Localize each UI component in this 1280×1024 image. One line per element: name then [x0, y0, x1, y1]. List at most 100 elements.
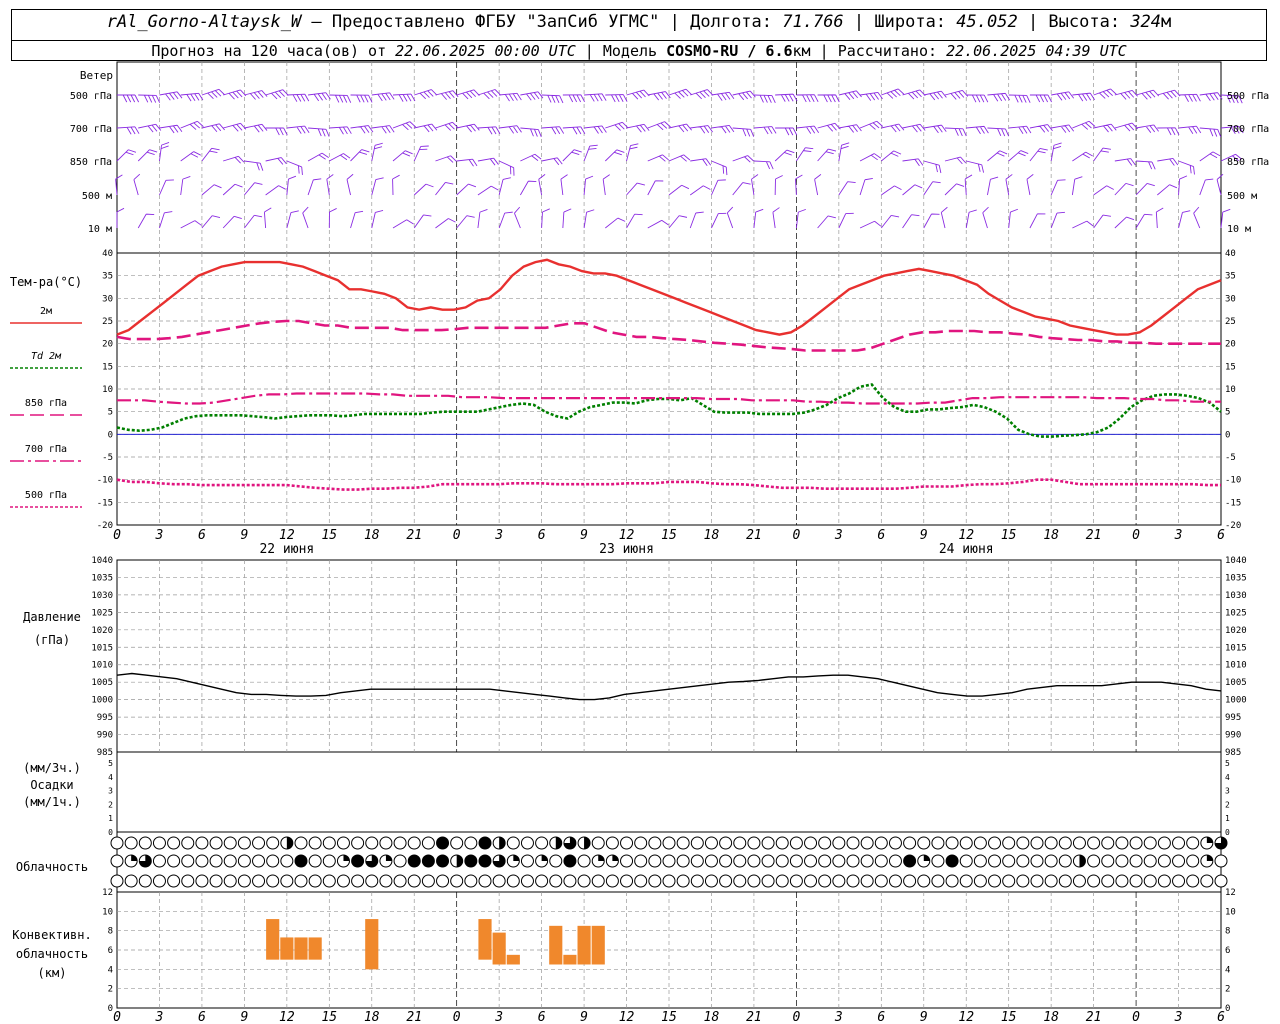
cloud-circle — [988, 874, 1002, 888]
cloud-fill-half — [555, 837, 562, 849]
wind-barb — [414, 123, 438, 133]
cloud-fill-threequarter — [493, 855, 506, 867]
wind-barb — [753, 126, 777, 135]
cloud-circle — [1172, 836, 1186, 850]
wind-barb — [775, 93, 798, 102]
cloud-circle — [1143, 874, 1157, 888]
cloud-circle — [959, 854, 973, 868]
precip-title: Осадки — [30, 778, 73, 792]
wind-barb — [605, 121, 629, 131]
wind-barb — [371, 209, 384, 229]
cloud-circle — [931, 874, 945, 888]
wind-barb — [602, 174, 610, 196]
header-dash: – — [301, 12, 332, 32]
wind-barb — [180, 151, 201, 162]
cloud-circle — [308, 836, 322, 850]
wind-barb — [647, 154, 669, 162]
wind-barb — [1029, 94, 1052, 103]
convective-bar — [506, 954, 520, 965]
pressure-tick-label: 1030 — [91, 591, 113, 601]
cloud-circle — [152, 836, 166, 850]
wind-barb — [838, 90, 862, 100]
wind-barb — [817, 215, 836, 229]
wind-barb — [982, 206, 989, 229]
wind-barb — [647, 121, 671, 131]
x-tick-label: 15 — [1001, 1010, 1017, 1024]
cloud-circle — [506, 836, 520, 850]
wind-level-label-right: 850 гПа — [1227, 157, 1269, 168]
pressure-tick-label: 1015 — [91, 643, 113, 653]
pressure-tick-label: 990 — [97, 731, 113, 741]
cloud-circle — [1129, 836, 1143, 850]
wind-barb — [944, 127, 967, 137]
cloud-circle — [535, 874, 549, 888]
cloud-circle — [747, 836, 761, 850]
cloud-fill-quarter — [1206, 855, 1213, 861]
wind-barb — [689, 185, 711, 196]
cloud-circle — [464, 836, 478, 850]
wind-barb — [1050, 211, 1065, 229]
cloud-circle — [1115, 874, 1129, 888]
precip-tick-label: 1 — [108, 814, 113, 823]
cloud-circle — [973, 836, 987, 850]
pressure-tick-label: 1000 — [91, 696, 113, 706]
wind-barb — [1199, 127, 1222, 138]
convective-bar — [563, 954, 577, 965]
wind-barb — [456, 123, 480, 133]
cloud-circle — [110, 854, 124, 868]
wind-barb — [753, 208, 764, 229]
conv-tick-label: 10 — [102, 907, 113, 917]
wind-barb — [562, 126, 586, 135]
precip-tick-label: 3 — [108, 787, 113, 796]
pressure-tick-label: 1030 — [1225, 591, 1247, 601]
cloud-fill-half — [584, 837, 591, 849]
wind-barb — [584, 125, 607, 134]
wind-barb — [668, 123, 693, 133]
cloud-circle — [591, 874, 605, 888]
cloud-circle — [1087, 836, 1101, 850]
x-tick-label: 21 — [406, 528, 422, 543]
wind-barb — [668, 215, 688, 229]
altitude-label: Высота: — [1048, 12, 1131, 32]
pressure-tick-label: 1025 — [91, 608, 113, 618]
wind-barb — [1051, 91, 1075, 101]
wind-barb — [115, 174, 123, 196]
wind-barb — [1029, 213, 1046, 229]
wind-barb — [1114, 122, 1138, 132]
x-tick-label: 9 — [580, 528, 588, 543]
wind-barb — [346, 173, 354, 196]
wind-barb — [584, 93, 607, 102]
wind-barb — [902, 89, 926, 100]
wind-barb — [541, 94, 564, 104]
x-tick-label: 15 — [321, 1010, 337, 1024]
temp-tick-label: -15 — [97, 498, 113, 508]
wind-barb — [817, 122, 841, 132]
conv-tick-label: 6 — [1225, 946, 1230, 956]
cloud-fill-threequarter — [563, 837, 576, 849]
wind-barb — [244, 123, 268, 133]
cloud-circle — [634, 854, 648, 868]
wind-barb — [1220, 153, 1243, 162]
cloud-circle — [167, 854, 181, 868]
wind-barb — [817, 94, 840, 103]
cloud-circle — [676, 874, 690, 888]
wind-barb — [244, 214, 263, 229]
wind-barb — [159, 211, 173, 229]
wind-barb — [732, 90, 756, 101]
cloud-fill-full — [351, 855, 364, 867]
wind-barb — [753, 160, 774, 170]
conv-tick-label: 2 — [1225, 985, 1230, 995]
cloud-circle — [605, 836, 619, 850]
cloud-circle — [294, 874, 308, 888]
altitude-value: 324 — [1130, 12, 1162, 32]
wind-barb — [690, 125, 713, 134]
pressure-tick-label: 1005 — [91, 678, 113, 688]
wind-barb — [902, 184, 923, 196]
cloud-circle — [959, 874, 973, 888]
cloud-fill-quarter — [923, 855, 930, 861]
wind-barb — [456, 158, 478, 167]
wind-barb — [880, 214, 900, 229]
cloud-fill-full — [464, 855, 477, 867]
cloud-circle — [1030, 854, 1044, 868]
cloud-circle — [1186, 854, 1200, 868]
